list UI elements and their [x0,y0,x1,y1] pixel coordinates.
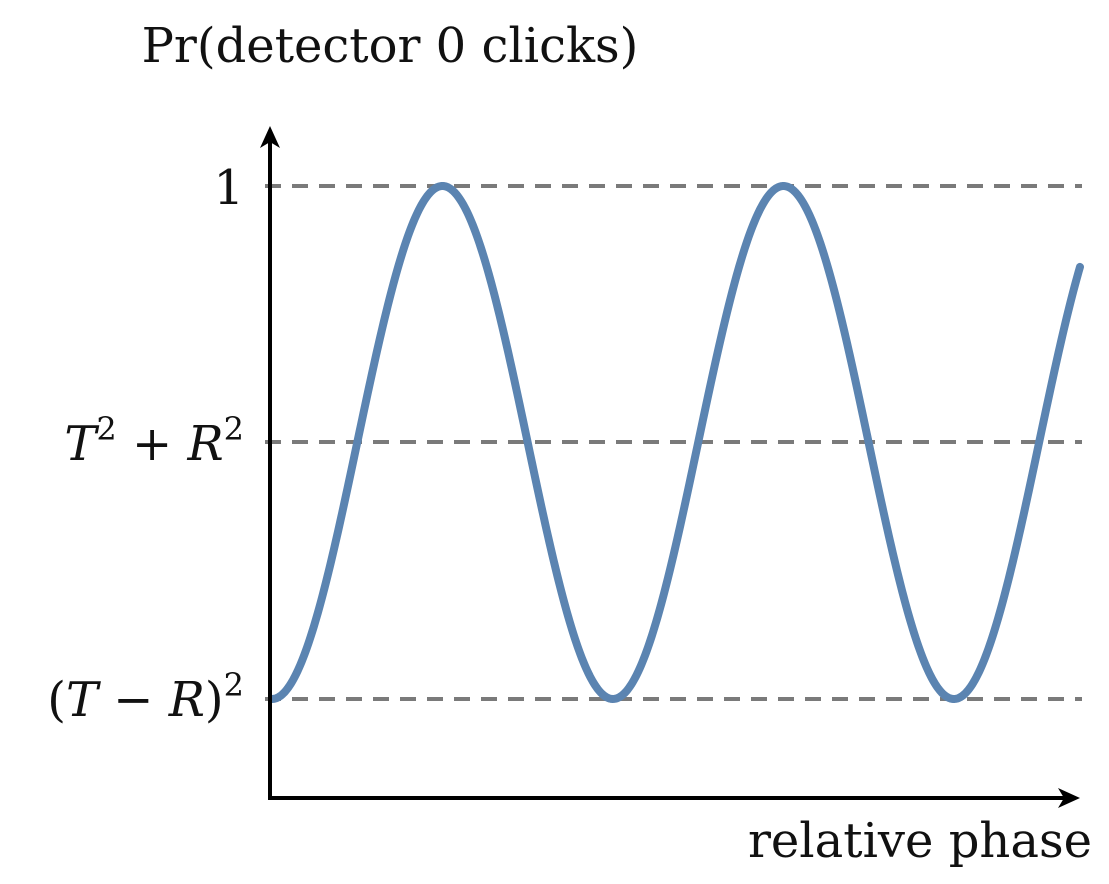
x-axis-arrowhead [1058,788,1080,808]
y-tick-label-sum-of-squares: T2 + R2 [64,410,244,472]
x-axis-title: relative phase [748,813,1092,869]
y-axis-title: Pr(detector 0 clicks) [142,18,639,74]
series-line [268,182,1084,703]
y-tick-label-squared-difference: (T − R)2 [47,666,244,728]
y-axis-arrowhead [260,126,280,148]
y-tick-label-1: 1 [213,160,244,216]
